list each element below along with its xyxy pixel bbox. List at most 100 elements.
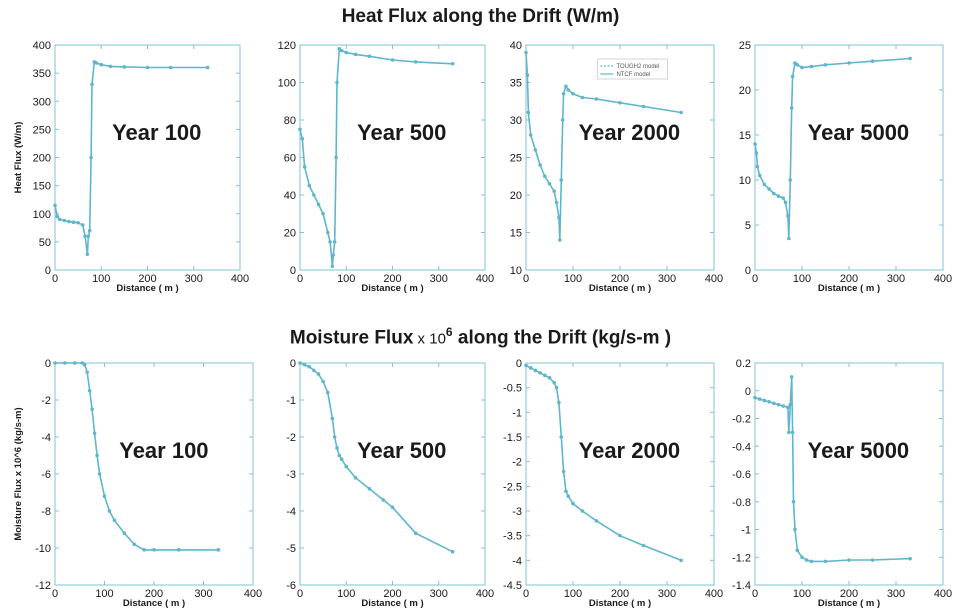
y-tick-label: -1.5 <box>503 432 522 444</box>
data-point <box>795 63 800 67</box>
data-point <box>559 435 564 439</box>
data-point <box>71 220 76 224</box>
y-tick-label: -1 <box>286 395 296 407</box>
data-point <box>790 74 795 79</box>
data-point <box>122 531 127 535</box>
data-point <box>80 361 85 365</box>
data-point <box>367 487 372 491</box>
x-axis-label: Distance ( m ) <box>818 598 880 609</box>
data-point <box>95 453 99 458</box>
data-point <box>325 390 330 395</box>
data-point <box>80 223 85 227</box>
data-point <box>618 533 622 538</box>
data-point <box>679 110 683 115</box>
data-point <box>809 559 814 564</box>
x-tick-label: 400 <box>476 273 494 285</box>
data-point <box>594 97 599 101</box>
data-point <box>791 499 796 504</box>
data-point <box>316 202 321 207</box>
data-point <box>781 404 785 408</box>
moisture-title-pre: Moisture Flux <box>289 327 414 349</box>
data-point <box>132 542 136 547</box>
x-tick-label: 200 <box>611 588 629 600</box>
data-point <box>789 375 794 379</box>
data-point <box>547 181 552 186</box>
data-point <box>330 264 335 269</box>
data-point <box>788 178 793 182</box>
data-point <box>783 200 788 205</box>
y-tick-label: -6 <box>286 580 296 592</box>
x-tick-label: 300 <box>658 588 676 600</box>
data-point <box>793 527 797 532</box>
data-point <box>73 361 77 365</box>
data-point <box>90 82 94 87</box>
data-point <box>102 494 107 499</box>
data-point <box>99 62 104 67</box>
y-tick-label: 40 <box>510 40 522 52</box>
x-tick-label: 0 <box>52 273 58 285</box>
data-point <box>344 50 349 55</box>
y-tick-label: 0 <box>745 265 751 277</box>
data-point <box>566 494 571 499</box>
data-point <box>321 211 325 216</box>
data-point <box>908 56 912 61</box>
series-line <box>525 52 682 241</box>
y-tick-label: 120 <box>278 40 296 52</box>
data-point <box>762 398 767 403</box>
data-point <box>789 106 794 110</box>
data-point <box>122 65 127 69</box>
data-point <box>566 88 571 92</box>
data-point <box>62 218 67 223</box>
data-point <box>307 183 312 188</box>
data-point <box>528 133 533 137</box>
data-point <box>641 543 646 548</box>
panel-1-1: -6 -5 -4 -3 -2 -1 0 0 100 200 300 400 Distance ( m )… <box>286 358 494 609</box>
data-point <box>334 155 338 160</box>
data-point <box>307 364 312 369</box>
data-point <box>772 191 776 196</box>
data-point <box>755 164 760 169</box>
year-annotation: Year 100 <box>119 438 208 463</box>
data-point <box>413 531 418 535</box>
x-tick-label: 200 <box>138 273 156 285</box>
y-tick-label: -1.2 <box>732 552 751 564</box>
data-point <box>543 373 547 378</box>
data-point <box>145 65 150 70</box>
y-tick-label: -1.4 <box>732 580 751 592</box>
data-point <box>298 127 302 132</box>
data-point <box>335 446 339 450</box>
data-point <box>321 379 325 384</box>
y-tick-label: 15 <box>510 228 522 240</box>
moisture-flux-title: Moisture Flux x 106 along the Drift (kg/… <box>0 325 961 349</box>
data-point <box>554 200 559 205</box>
y-tick-label: 15 <box>739 130 751 142</box>
y-tick-label: 100 <box>33 209 51 221</box>
data-point <box>381 498 386 502</box>
data-point <box>795 548 800 553</box>
x-tick-label: 400 <box>934 588 952 600</box>
data-point <box>762 182 767 187</box>
data-point <box>547 376 552 380</box>
data-point <box>787 430 791 435</box>
y-tick-label: 25 <box>510 153 522 165</box>
y-tick-label: 10 <box>510 265 522 277</box>
y-tick-label: -6 <box>41 469 51 481</box>
data-point <box>339 457 344 462</box>
series-line <box>299 47 453 267</box>
y-tick-label: 0 <box>745 386 751 398</box>
data-point <box>594 519 599 523</box>
data-point <box>353 52 358 57</box>
data-point <box>316 372 321 376</box>
data-point <box>97 472 102 476</box>
legend-entry: NTCF model <box>616 72 650 78</box>
x-tick-label: 100 <box>95 588 113 600</box>
x-tick-label: 100 <box>564 273 582 285</box>
y-tick-label: -3 <box>512 506 522 518</box>
y-tick-label: -0.2 <box>732 414 751 426</box>
moisture-title-post: along the Drift (kg/s-m ) <box>452 327 672 349</box>
y-tick-label: 0.2 <box>736 358 751 370</box>
data-point <box>776 194 781 198</box>
y-tick-label: 60 <box>284 153 296 165</box>
data-point <box>538 371 542 375</box>
